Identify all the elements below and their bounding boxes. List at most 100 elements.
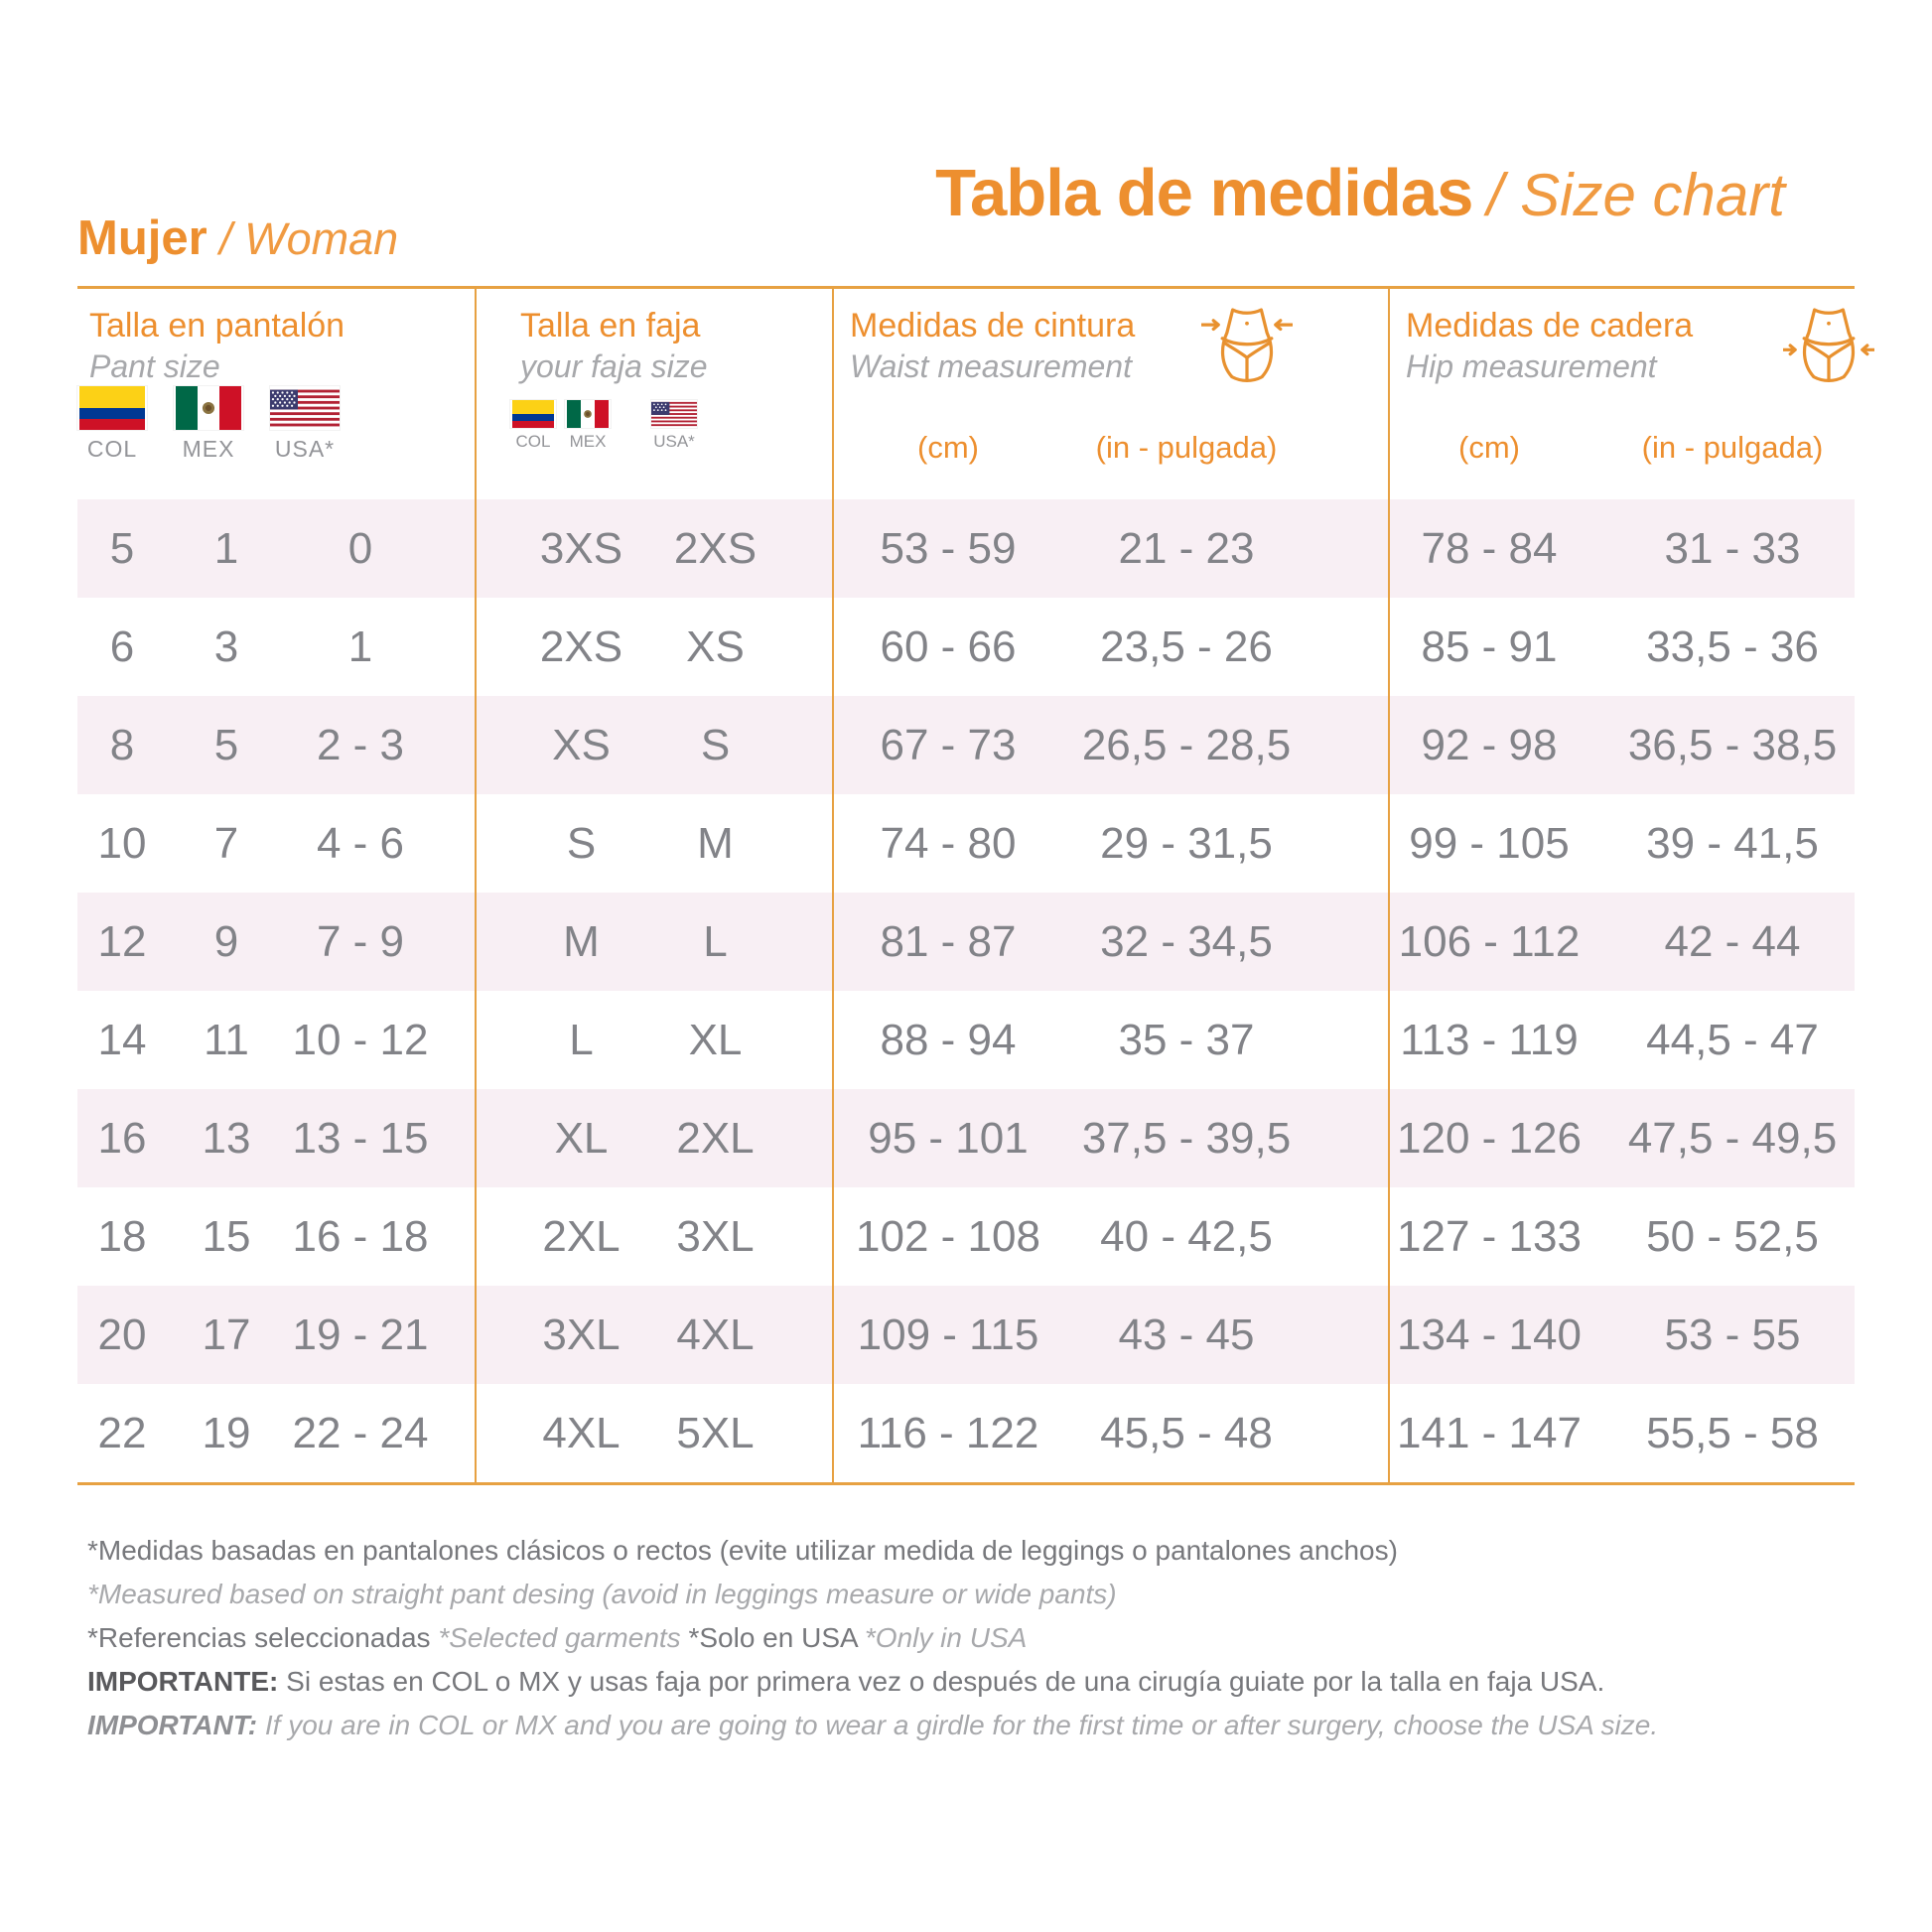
cell-pant-mex: 5 (213, 720, 239, 769)
cell-faja-col-mex: S (566, 818, 597, 868)
row-group: 3XL 4XL (475, 1311, 832, 1360)
cell-hip-cm: 113 - 119 (1400, 1015, 1579, 1064)
cell-pant-col: 14 (97, 1015, 147, 1064)
row-group: 18 15 16 - 18 (77, 1212, 475, 1262)
row-group: 141 - 147 55,5 - 58 (1388, 1409, 1855, 1458)
table-row: 6 3 1 2XS XS 60 - 66 23,5 - 26 85 - 91 33,5 - 36 (77, 598, 1855, 696)
header-group-hip: Medidas de cadera Hip measurement (cm) (… (1388, 289, 1874, 499)
cell-waist-in: 45,5 - 48 (1100, 1408, 1273, 1457)
cell-waist-cm: 81 - 87 (880, 916, 1017, 966)
cell-waist-in: 21 - 23 (1118, 523, 1255, 573)
cell-waist-cm: 53 - 59 (880, 523, 1017, 573)
cell-faja-col-mex: 2XS (539, 621, 623, 671)
important-label-es: IMPORTANTE: (87, 1666, 279, 1697)
flag-colombia: COL (77, 386, 147, 463)
cell-pant-usa: 1 (347, 621, 373, 671)
cell-pant-usa: 10 - 12 (292, 1015, 429, 1064)
cell-hip-in: 47,5 - 49,5 (1627, 1113, 1838, 1163)
cell-pant-usa: 13 - 15 (292, 1113, 429, 1163)
cell-hip-in: 50 - 52,5 (1646, 1211, 1819, 1261)
cell-pant-col: 8 (109, 720, 135, 769)
cell-waist-cm: 102 - 108 (856, 1211, 1040, 1261)
row-group: 92 - 98 36,5 - 38,5 (1388, 721, 1855, 770)
cell-pant-col: 6 (109, 621, 135, 671)
row-group: 6 3 1 (77, 622, 475, 672)
cell-waist-in: 26,5 - 28,5 (1081, 720, 1292, 769)
cell-faja-usa: S (700, 720, 731, 769)
cell-waist-cm: 88 - 94 (880, 1015, 1017, 1064)
row-group: 78 - 84 31 - 33 (1388, 524, 1855, 574)
row-group: XS S (475, 721, 832, 770)
row-group: 20 17 19 - 21 (77, 1311, 475, 1360)
cell-waist-cm: 74 - 80 (880, 818, 1017, 868)
header-group-pant-size: Talla en pantalón Pant size COL (77, 289, 475, 499)
row-group: 134 - 140 53 - 55 (1388, 1311, 1855, 1360)
flag-usa: USA* (270, 386, 340, 463)
cell-pant-usa: 22 - 24 (292, 1408, 429, 1457)
table-row: 16 13 13 - 15 XL 2XL 95 - 101 37,5 - 39,5 120 -… (77, 1089, 1855, 1187)
flag-label: MEX (182, 436, 235, 462)
mexico-flag-icon (567, 400, 609, 428)
cell-pant-col: 10 (97, 818, 147, 868)
cell-waist-in: 32 - 34,5 (1100, 916, 1273, 966)
row-group: 67 - 73 26,5 - 28,5 (832, 721, 1388, 770)
cell-hip-in: 33,5 - 36 (1646, 621, 1819, 671)
row-group: L XL (475, 1016, 832, 1065)
cell-faja-usa: XS (686, 621, 745, 671)
cell-hip-cm: 134 - 140 (1397, 1310, 1582, 1359)
important-label-en: IMPORTANT: (87, 1710, 258, 1740)
flag-label: MEX (569, 432, 607, 451)
mexico-flag-icon (176, 386, 241, 430)
colombia-flag-icon (512, 400, 554, 428)
cell-pant-mex: 9 (213, 916, 239, 966)
waist-subtitle: Waist measurement (850, 348, 1132, 384)
row-group: 109 - 115 43 - 45 (832, 1311, 1388, 1360)
cell-faja-usa: 4XL (676, 1310, 755, 1359)
row-group: XL 2XL (475, 1114, 832, 1164)
faja-size-subtitle: your faja size (520, 348, 708, 384)
table-row: 14 11 10 - 12 L XL 88 - 94 35 - 37 113 - 119 44,… (77, 991, 1855, 1089)
row-group: 2XS XS (475, 622, 832, 672)
cell-hip-cm: 106 - 112 (1398, 916, 1581, 966)
row-group: 74 - 80 29 - 31,5 (832, 819, 1388, 869)
cell-hip-cm: 141 - 147 (1397, 1408, 1582, 1457)
row-group: 60 - 66 23,5 - 26 (832, 622, 1388, 672)
flag-mexico: MEX (174, 386, 243, 463)
hip-subtitle: Hip measurement (1406, 348, 1657, 384)
row-group: 4XL 5XL (475, 1409, 832, 1458)
row-group: 53 - 59 21 - 23 (832, 524, 1388, 574)
cell-pant-col: 18 (97, 1211, 147, 1261)
cell-pant-usa: 0 (347, 523, 373, 573)
cell-hip-cm: 92 - 98 (1421, 720, 1558, 769)
footnotes: *Medidas basadas en pantalones clásicos … (87, 1529, 1884, 1747)
cell-hip-in: 31 - 33 (1664, 523, 1801, 573)
footnote-measure-en: *Measured based on straight pant desing … (87, 1579, 1117, 1609)
cell-faja-usa: L (703, 916, 728, 966)
cell-pant-col: 5 (109, 523, 135, 573)
cell-pant-mex: 11 (204, 1015, 249, 1064)
header-group-waist: Medidas de cintura Waist measurement (cm… (832, 289, 1388, 499)
table-header: Talla en pantalón Pant size COL (77, 289, 1874, 499)
table-row: 18 15 16 - 18 2XL 3XL 102 - 108 40 - 42,5 127 -… (77, 1187, 1855, 1286)
important-text-es: Si estas en COL o MX y usas faja por pri… (278, 1666, 1605, 1697)
footnote-seg: *Selected garments (438, 1622, 689, 1653)
gender-heading: Mujer / Woman (77, 210, 398, 266)
cell-waist-in: 40 - 42,5 (1100, 1211, 1273, 1261)
cell-hip-in: 44,5 - 47 (1646, 1015, 1819, 1064)
footnote-seg: *Only in USA (864, 1622, 1028, 1653)
cell-faja-usa: 2XS (673, 523, 758, 573)
faja-size-flags: COL MEX (510, 400, 697, 452)
cell-waist-in: 35 - 37 (1118, 1015, 1255, 1064)
hip-unit-in: (in - pulgada) (1641, 430, 1824, 465)
footnote-seg: *Referencias seleccionadas (87, 1622, 439, 1653)
cell-hip-in: 39 - 41,5 (1646, 818, 1819, 868)
table-row: 20 17 19 - 21 3XL 4XL 109 - 115 43 - 45 134 - 1… (77, 1286, 1855, 1384)
cell-pant-mex: 13 (202, 1113, 251, 1163)
cell-faja-col-mex: M (563, 916, 600, 966)
row-group: 113 - 119 44,5 - 47 (1388, 1016, 1855, 1065)
waist-units: (cm) (in - pulgada) (832, 430, 1309, 466)
row-group: 8 5 2 - 3 (77, 721, 475, 770)
cell-pant-usa: 16 - 18 (292, 1211, 429, 1261)
